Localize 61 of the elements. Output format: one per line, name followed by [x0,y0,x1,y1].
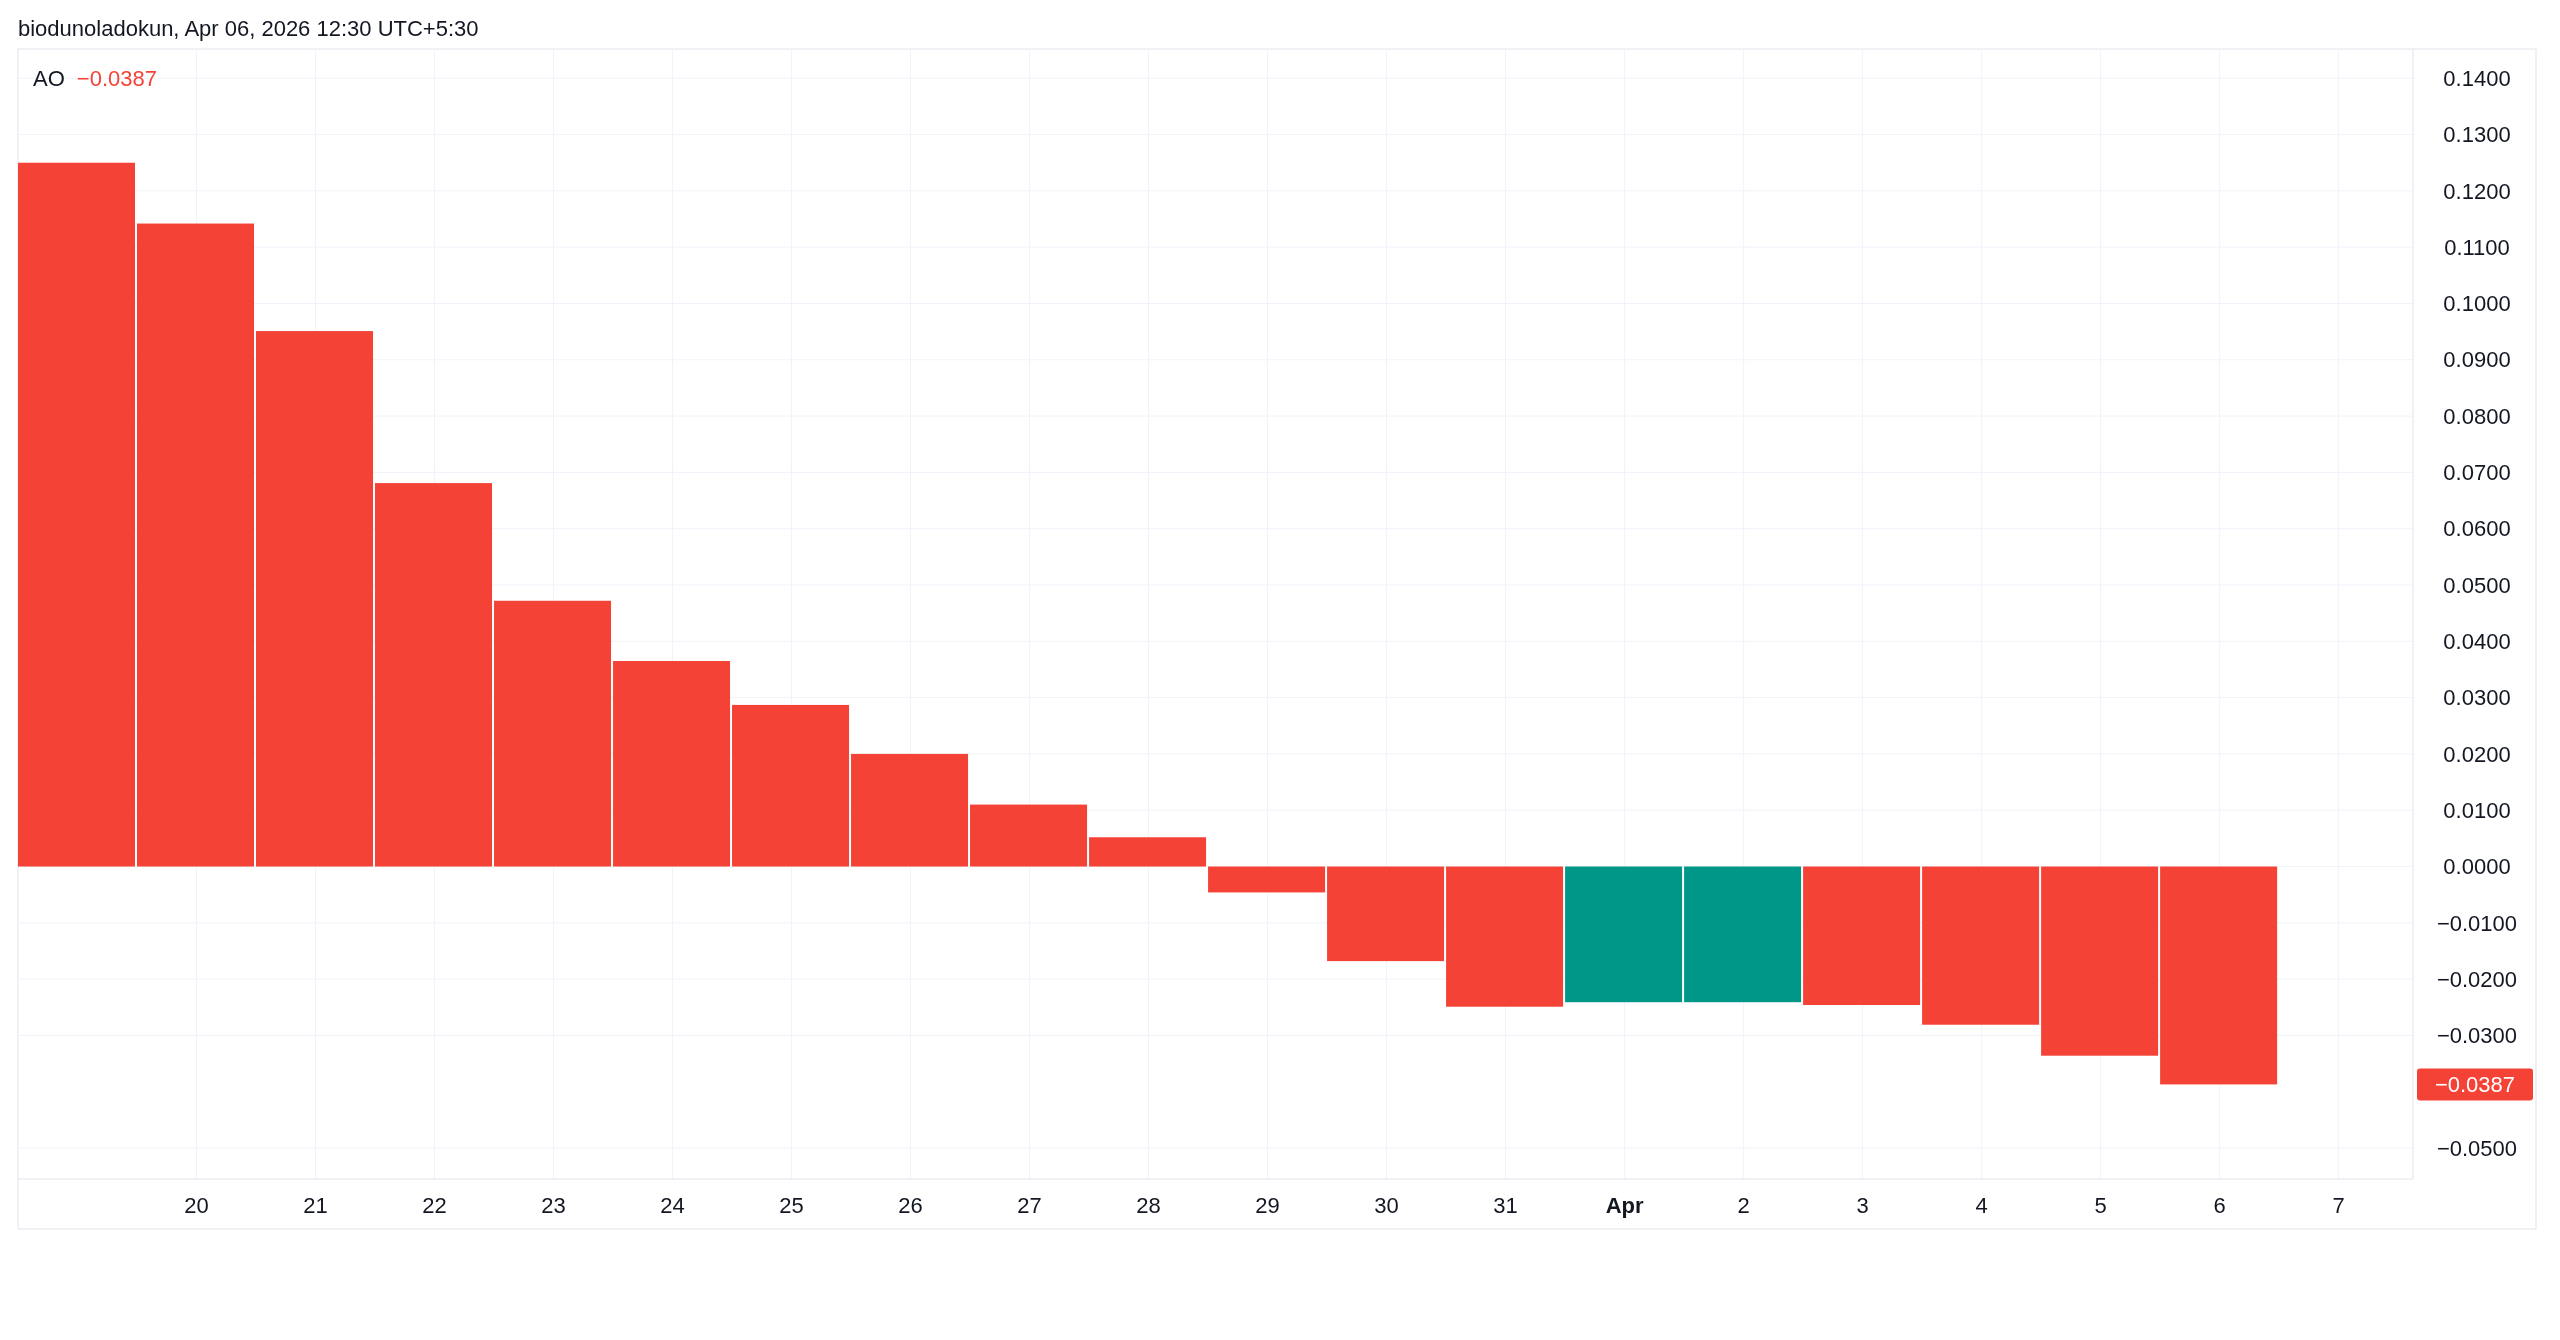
bar [1208,866,1326,893]
text: AO [33,66,65,91]
y-tick-label: 0.0600 [2443,516,2511,542]
bar [1327,866,1445,962]
y-tick-label: −0.0500 [2436,1135,2518,1161]
x-tick-label: 31 [1493,1193,1518,1218]
x-tick-label: 5 [2094,1193,2107,1218]
y-tick-label: 0.0200 [2443,741,2511,767]
y-tick-label: −0.0200 [2436,966,2518,992]
x-tick-label: 28 [1136,1193,1161,1218]
y-tick-label: 0.1000 [2443,291,2511,317]
annotation: −0.0387 [76,66,157,91]
bar [256,331,374,867]
x-tick-label: 29 [1255,1193,1280,1218]
y-tick-label: −0.0300 [2436,1023,2518,1049]
bar [2041,866,2159,1056]
y-tick-label: 0.1200 [2443,178,2511,204]
bar [1684,866,1802,1003]
bar [18,162,136,867]
y-tick-label: 0.0800 [2443,403,2511,429]
y-tick-label: 0.0400 [2443,629,2511,655]
y-tick-label: 0.0100 [2443,797,2511,823]
bar [1803,866,1921,1006]
y-tick-label: 0.0500 [2443,572,2511,598]
y-tick-label: −0.0100 [2436,910,2518,936]
x-tick-label: 24 [660,1193,685,1218]
bar [1922,866,2040,1025]
x-tick-label: 2 [1737,1193,1750,1218]
bar [851,753,969,867]
y-tick-label: 0.1100 [2444,234,2510,260]
x-tick-label: 20 [184,1193,209,1218]
y-tick-label: 0.1300 [2443,122,2511,148]
bar [1565,866,1683,1003]
bar [1446,866,1564,1007]
bar [970,804,1088,867]
bar [375,483,493,867]
x-tick-label: 23 [541,1193,566,1218]
x-tick-label: 30 [1374,1193,1399,1218]
y-tick-label: 0.0900 [2443,347,2511,373]
x-tick-label: 22 [422,1193,447,1218]
x-tick-label: 21 [303,1193,328,1218]
y-tick-label: 0.0000 [2443,854,2511,880]
x-tick-label: 25 [779,1193,804,1218]
y-tick-label: 0.0300 [2443,685,2511,711]
x-tick-label: 6 [2213,1193,2226,1218]
bar [732,704,850,867]
text: biodunoladokun, Apr 06, 2026 12:30 UTC+5:30 [18,16,479,41]
bar [494,600,612,867]
x-tick-label: 27 [1017,1193,1042,1218]
x-tick-label: 3 [1856,1193,1869,1218]
text: −0.0387 [2434,1072,2516,1098]
x-tick-label: 26 [898,1193,923,1218]
x-tick-label: 4 [1975,1193,1988,1218]
y-tick-label: 0.0700 [2443,460,2511,486]
x-tick-label: 7 [2332,1193,2345,1218]
bar [2160,866,2278,1085]
x-tick-label: Apr [1605,1193,1644,1218]
bar [137,223,255,867]
bar [613,661,731,867]
y-tick-label: 0.1400 [2443,65,2511,91]
bar [1089,837,1207,867]
